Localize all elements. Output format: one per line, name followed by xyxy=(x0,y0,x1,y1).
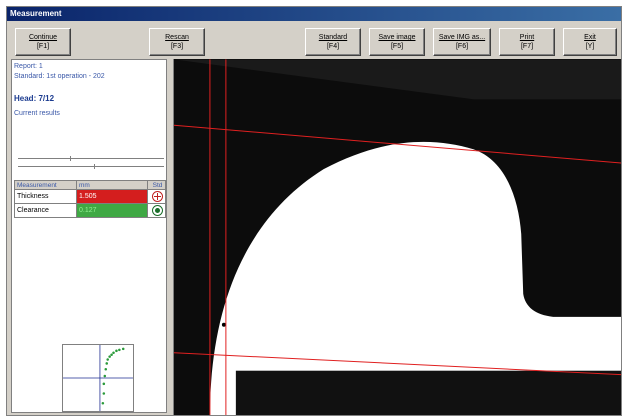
save-image-label: Save image xyxy=(378,34,416,41)
exit-key: [Y] xyxy=(585,43,595,50)
continue-label: Continue xyxy=(28,34,58,41)
print-button[interactable]: Print [F7] xyxy=(499,28,555,56)
col-measurement: Measurement xyxy=(14,180,77,190)
row-value: 1.505 xyxy=(76,189,148,204)
std-cell xyxy=(147,203,166,218)
measurement-window: Measurement Continue [F1] Rescan [F3] St… xyxy=(6,6,622,416)
marker-dot xyxy=(221,322,226,327)
col-std: Std xyxy=(147,180,166,190)
continue-key: [F1] xyxy=(36,43,50,50)
save-img-as-label: Save IMG as... xyxy=(438,34,486,41)
rescan-label: Rescan xyxy=(165,34,189,41)
measured-part xyxy=(209,141,621,415)
upper-guide-line xyxy=(174,124,621,164)
table-row[interactable]: Clearance 0.127 xyxy=(14,203,166,218)
mini-chart xyxy=(62,344,134,412)
toolbar: Continue [F1] Rescan [F3] Standard [F4] … xyxy=(7,23,621,59)
row-value: 0.127 xyxy=(76,203,148,218)
head-label: Head: 7/12 xyxy=(14,94,55,103)
mini-chart-points xyxy=(101,347,125,405)
std-cell xyxy=(147,189,166,204)
lower-guide-line xyxy=(174,352,621,376)
standard-label: Standard: 1st operation - 202 xyxy=(14,73,105,80)
results-header-row: Measurement mm Std xyxy=(14,180,166,190)
current-results-label: Current results xyxy=(14,110,60,117)
standard-label: Standard xyxy=(318,34,348,41)
exit-button[interactable]: Exit [Y] xyxy=(563,28,617,56)
background-shading xyxy=(174,59,621,100)
col-unit: mm xyxy=(76,180,148,190)
row-name: Thickness xyxy=(14,189,77,204)
slider-thumb-2[interactable] xyxy=(94,164,95,169)
standard-key: [F4] xyxy=(326,43,340,50)
results-table: Measurement mm Std Thickness 1.505 Clear… xyxy=(14,180,166,218)
lower-shadow xyxy=(235,370,621,415)
window-title: Measurement xyxy=(7,7,621,21)
print-label: Print xyxy=(519,34,535,41)
slider-track-2[interactable] xyxy=(18,164,164,169)
exit-label: Exit xyxy=(584,34,596,41)
save-img-as-button[interactable]: Save IMG as... [F6] xyxy=(433,28,491,56)
save-image-key: [F5] xyxy=(390,43,404,50)
plus-circle-icon xyxy=(152,191,163,202)
info-panel: Report: 1 Standard: 1st operation - 202 … xyxy=(11,59,167,413)
rescan-key: [F3] xyxy=(170,43,184,50)
save-image-button[interactable]: Save image [F5] xyxy=(369,28,425,56)
print-key: [F7] xyxy=(520,43,534,50)
row-name: Clearance xyxy=(14,203,77,218)
slider-thumb-1[interactable] xyxy=(70,156,71,161)
save-img-as-key: [F6] xyxy=(455,43,469,50)
table-row[interactable]: Thickness 1.505 xyxy=(14,189,166,204)
standard-button[interactable]: Standard [F4] xyxy=(305,28,361,56)
dot-circle-icon xyxy=(152,205,163,216)
camera-viewport[interactable] xyxy=(173,59,622,416)
rescan-button[interactable]: Rescan [F3] xyxy=(149,28,205,56)
slider-track-1[interactable] xyxy=(18,156,164,161)
report-label: Report: 1 xyxy=(14,63,43,70)
continue-button[interactable]: Continue [F1] xyxy=(15,28,71,56)
